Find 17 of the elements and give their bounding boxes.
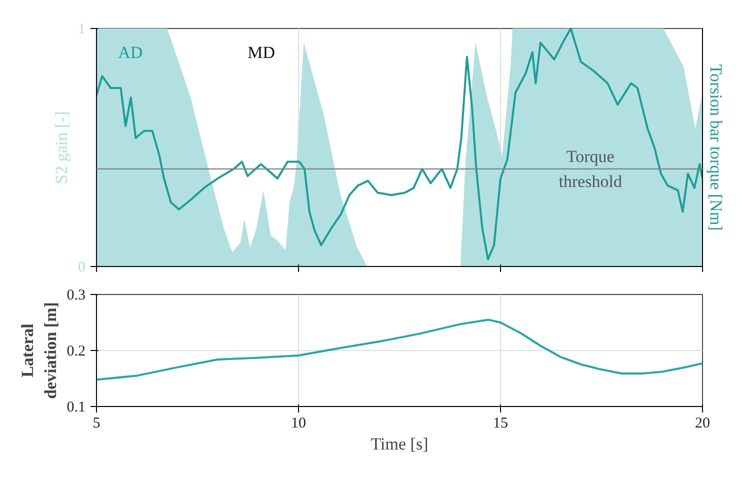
y-tick-label: 0.2 <box>66 344 86 360</box>
x-tick-label: 10 <box>291 416 306 432</box>
x-axis-title: Time [s] <box>370 434 428 454</box>
x-tick-label: 20 <box>695 416 710 432</box>
y-tick-label: 1 <box>78 22 86 38</box>
x-tick-label: 15 <box>493 416 508 432</box>
y-tick-label: 0.1 <box>66 400 86 416</box>
line-series <box>96 318 702 381</box>
ref-line-label: Torque threshold <box>558 147 623 191</box>
y2-axis-title: Torsion bar torque [Nm] <box>706 64 726 231</box>
x-tick-label: 5 <box>92 416 100 432</box>
y-axis-title: S2 gain [-] <box>52 111 71 184</box>
annotation: MD <box>248 42 276 62</box>
annotation: AD <box>118 42 143 62</box>
y-tick-label: 0 <box>78 260 86 276</box>
y-tick-label: 0.3 <box>66 288 86 304</box>
y-axis-title: Lateral deviation [m] <box>18 302 60 399</box>
